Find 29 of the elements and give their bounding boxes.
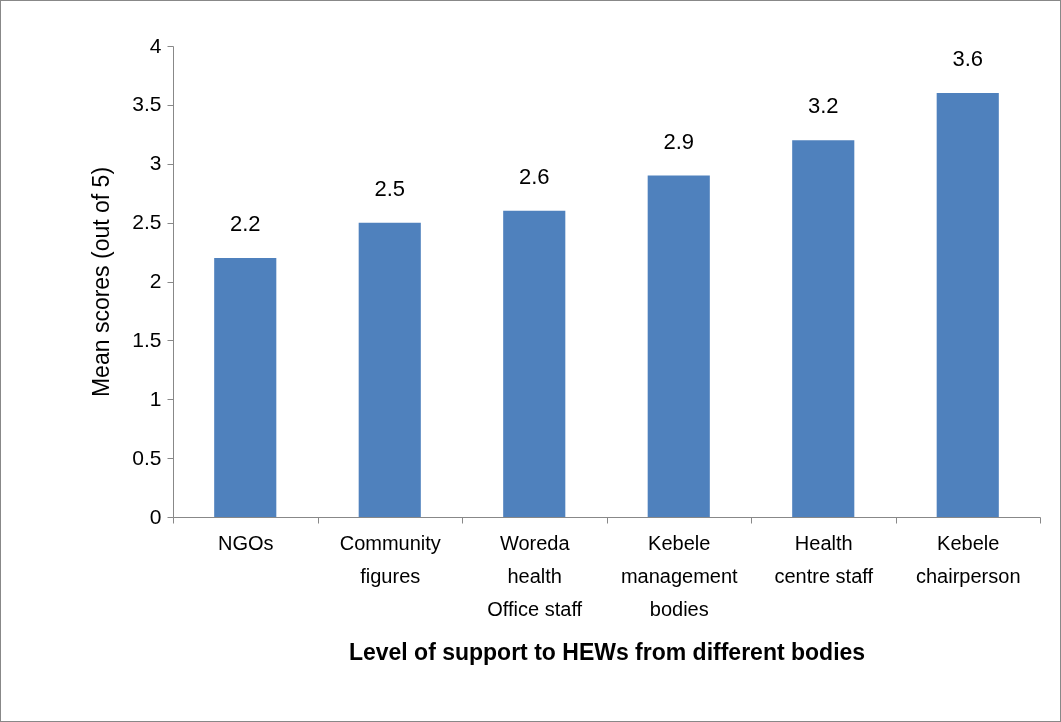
bar	[936, 93, 999, 517]
bar	[358, 222, 421, 517]
data-label: 3.2	[807, 93, 839, 119]
x-tick-label: Health centre staff	[774, 531, 874, 587]
data-label: 2.5	[374, 175, 406, 201]
bar	[503, 210, 566, 517]
y-tick-label: 2	[149, 269, 162, 292]
bar	[214, 257, 277, 517]
x-tick-label: Kebele management bodies	[620, 531, 739, 620]
x-tick-label: Kebele chairperson	[915, 531, 1021, 587]
x-axis-title: Level of support to HEWs from different bodies	[348, 638, 866, 665]
y-tick-label: 3	[149, 151, 162, 175]
x-tick-label: Woreda health Office staff	[487, 531, 583, 620]
data-label: 2.2	[229, 210, 261, 236]
y-tick-label: 1	[149, 386, 162, 410]
bar	[647, 175, 710, 517]
y-tick-label: 2.5	[132, 210, 162, 234]
y-axis-title: Mean scores (out of 5)	[88, 166, 115, 398]
y-tick-label: 0	[149, 504, 162, 528]
data-label: 3.6	[952, 46, 984, 72]
x-tick-label: Community figures	[339, 531, 441, 587]
bar	[792, 140, 855, 517]
data-label: 2.6	[518, 163, 550, 189]
y-tick-label: 4	[149, 33, 162, 57]
y-tick-label: 1.5	[132, 327, 162, 351]
y-tick-label: 3.5	[132, 92, 162, 116]
x-tick-label: NGOs	[217, 531, 274, 554]
y-tick-label: 0.5	[132, 445, 162, 469]
data-label: 2.9	[663, 128, 695, 154]
